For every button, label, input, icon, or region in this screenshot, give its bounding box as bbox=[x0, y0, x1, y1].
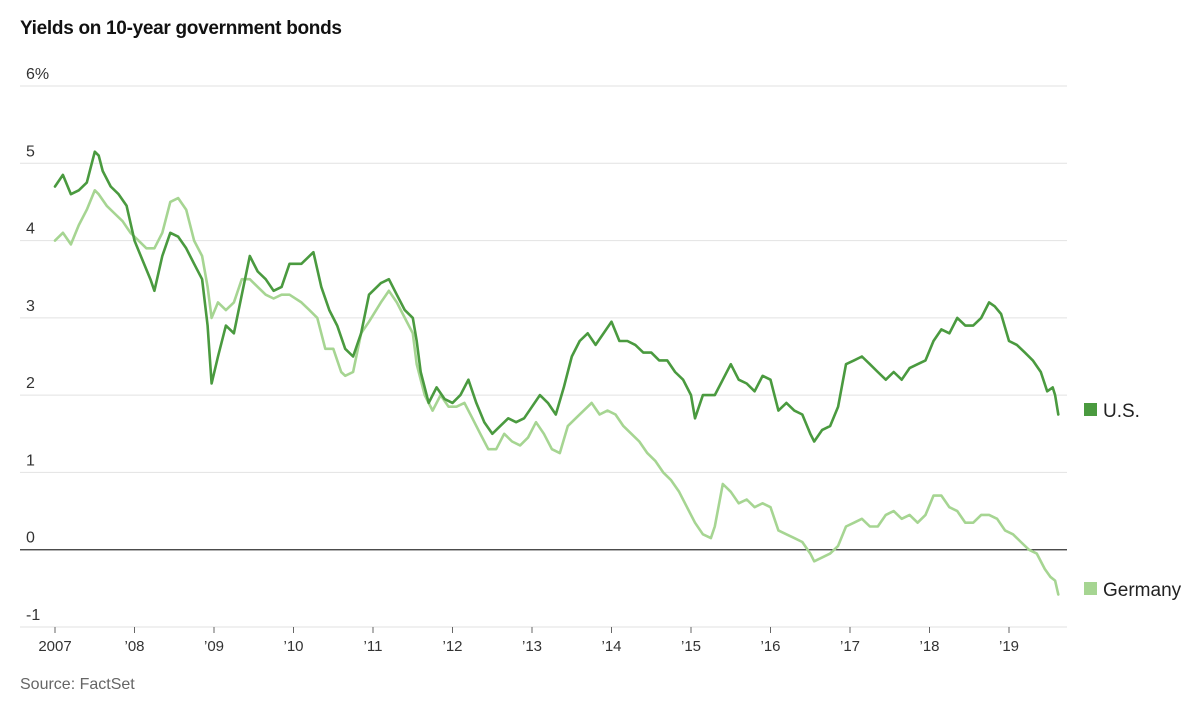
legend-swatch bbox=[1084, 582, 1097, 595]
y-tick-label: 0 bbox=[26, 530, 35, 547]
x-tick-label: ’08 bbox=[124, 638, 144, 655]
y-tick-label: 5 bbox=[26, 143, 35, 160]
chart-title: Yields on 10-year government bonds bbox=[20, 18, 342, 39]
x-tick-label: ’16 bbox=[760, 638, 780, 655]
series-line-u-s bbox=[53, 150, 1060, 443]
x-tick-label: ’15 bbox=[681, 638, 701, 655]
x-tick-label: ’10 bbox=[283, 638, 303, 655]
source-note: Source: FactSet bbox=[20, 676, 135, 693]
y-tick-label: 3 bbox=[26, 298, 35, 315]
x-tick-label: ’12 bbox=[442, 638, 462, 655]
x-tick-label: ’18 bbox=[919, 638, 939, 655]
x-tick-label: ’13 bbox=[522, 638, 542, 655]
legend-label: U.S. bbox=[1103, 401, 1140, 422]
x-tick-label: ’17 bbox=[840, 638, 860, 655]
legend: U.S. Germany bbox=[1084, 401, 1182, 601]
y-tick-label: 2 bbox=[26, 375, 35, 392]
x-axis: 2007 ’08 ’09 ’10 ’11 ’12 ’13 ’14 ’15 ’16 ’17 ’18 ’19 bbox=[38, 627, 1019, 655]
x-tick-label: ’09 bbox=[204, 638, 224, 655]
legend-swatch bbox=[1084, 403, 1097, 416]
series-line-germany bbox=[53, 189, 1060, 596]
legend-label: Germany bbox=[1103, 580, 1182, 601]
y-tick-label: 1 bbox=[26, 452, 35, 469]
y-tick-label: -1 bbox=[26, 607, 40, 624]
x-tick-label: ’19 bbox=[999, 638, 1019, 655]
grid: 6% 5 4 3 2 1 0 -1 bbox=[20, 66, 1067, 628]
x-tick-label: ’11 bbox=[364, 638, 383, 655]
series-lines bbox=[53, 150, 1060, 596]
x-tick-label: ’14 bbox=[601, 638, 621, 655]
x-tick-label: 2007 bbox=[38, 638, 71, 655]
y-tick-label: 6% bbox=[26, 66, 49, 83]
y-tick-label: 4 bbox=[26, 221, 35, 238]
